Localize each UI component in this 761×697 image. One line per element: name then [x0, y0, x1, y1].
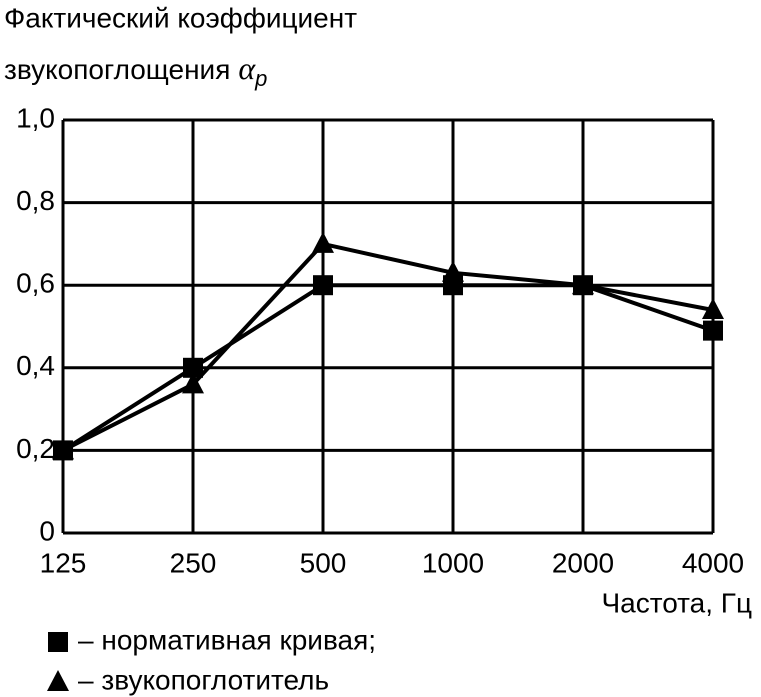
x-tick-label: 500 [300, 547, 347, 578]
marker [183, 357, 203, 378]
y-tick-label: 0 [39, 515, 55, 546]
marker [442, 260, 464, 282]
marker [182, 372, 204, 394]
chart-title-text: звукопоглощения [4, 54, 230, 85]
chart-title-subscript: p [254, 66, 267, 91]
marker [572, 273, 594, 295]
marker [313, 275, 333, 296]
series-line [62, 241, 714, 453]
y-tick-label: 0,6 [16, 268, 55, 299]
legend-label: – звукопоглотитель [78, 664, 329, 695]
x-tick-label: 125 [40, 547, 87, 578]
marker [47, 670, 69, 691]
chart-title: звукопоглощения αp [4, 50, 267, 90]
legend-label: – нормативная кривая; [78, 624, 376, 655]
marker [702, 297, 724, 319]
y-tick-label: 0,4 [16, 350, 55, 381]
chart-title: Фактический коэффициент [4, 2, 357, 33]
x-tick-label: 250 [170, 547, 217, 578]
marker [312, 231, 334, 253]
x-axis-label: Частота, Гц [601, 587, 752, 618]
marker [703, 320, 723, 341]
y-tick-label: 1,0 [16, 102, 55, 133]
x-tick-label: 2000 [552, 547, 614, 578]
x-tick-label: 1000 [422, 547, 484, 578]
x-tick-label: 4000 [682, 547, 744, 578]
marker [48, 632, 68, 652]
chart-title-symbol: α [238, 50, 256, 86]
marker [52, 438, 74, 460]
y-tick-label: 0,8 [16, 185, 55, 216]
y-tick-label: 0,2 [16, 433, 55, 464]
series-line [61, 283, 714, 453]
